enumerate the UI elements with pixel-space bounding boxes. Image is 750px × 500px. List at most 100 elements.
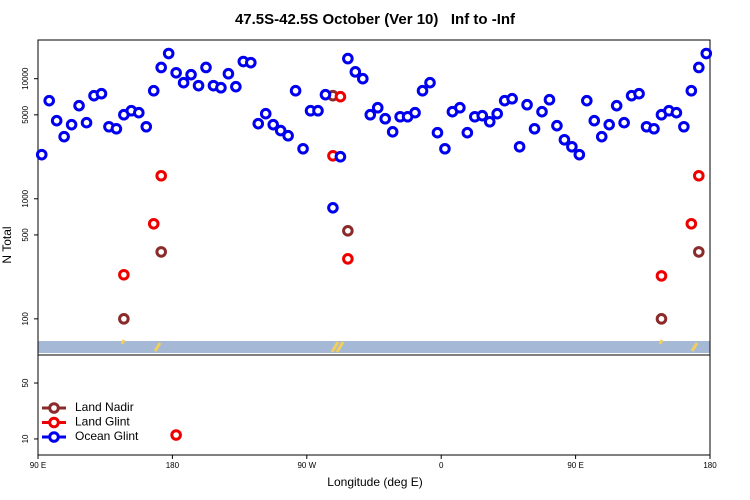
point	[536, 105, 548, 118]
legend-marker	[48, 431, 60, 443]
point	[177, 76, 190, 89]
point	[312, 104, 324, 117]
upper-panel-frame	[37, 39, 711, 356]
point	[439, 142, 451, 155]
point	[461, 126, 474, 139]
y-tick-label: 500	[21, 228, 30, 242]
point	[80, 116, 93, 129]
point	[140, 120, 153, 133]
point	[274, 124, 287, 137]
point	[618, 116, 630, 129]
point	[35, 148, 48, 161]
point	[110, 122, 123, 135]
point	[58, 130, 70, 143]
x-tick-label: 90 E	[30, 461, 46, 470]
legend-marker	[48, 402, 60, 414]
point	[595, 130, 608, 143]
point	[454, 101, 466, 114]
point	[319, 88, 332, 101]
point	[43, 94, 56, 107]
x-tick-label: 90 E	[567, 461, 583, 470]
point	[648, 122, 660, 135]
point	[655, 313, 668, 325]
point	[693, 169, 705, 182]
legend-label: Ocean Glint	[75, 429, 139, 443]
point	[364, 108, 377, 121]
point	[513, 140, 526, 153]
x-axis-label: Longitude (deg E)	[327, 475, 422, 489]
y-tick-label: 50	[21, 378, 30, 387]
point	[155, 61, 167, 74]
point	[685, 217, 698, 230]
point	[610, 99, 623, 112]
point	[133, 106, 145, 119]
point	[215, 81, 227, 94]
x-tick-label: 180	[703, 461, 717, 470]
point	[147, 217, 160, 230]
point	[50, 114, 63, 127]
point	[685, 84, 698, 97]
point	[230, 80, 242, 93]
lower-panel-frame	[37, 354, 711, 456]
y-tick-label: 10	[21, 434, 30, 443]
point	[566, 140, 578, 153]
chart-title: 47.5S-42.5S October (Ver 10) Inf to -Inf	[235, 11, 516, 28]
point	[155, 246, 167, 258]
legend-label: Land Glint	[75, 415, 130, 429]
point	[147, 84, 160, 97]
point	[73, 99, 85, 112]
point	[200, 61, 212, 74]
point	[670, 106, 683, 119]
point	[543, 93, 556, 106]
point	[431, 126, 444, 139]
point	[252, 117, 265, 130]
point	[416, 84, 429, 97]
point	[693, 246, 705, 258]
point	[155, 169, 167, 182]
point	[483, 115, 496, 128]
point	[334, 90, 347, 103]
point	[170, 429, 182, 441]
point	[693, 61, 705, 74]
legend-marker	[48, 416, 60, 429]
x-tick-label: 90 W	[297, 461, 316, 470]
point	[655, 270, 668, 282]
point	[700, 47, 713, 60]
point	[409, 106, 421, 119]
point	[289, 84, 302, 97]
point	[386, 126, 399, 138]
y-axis-label: N Total	[0, 226, 14, 263]
point	[558, 133, 571, 146]
land-markers	[120, 339, 699, 353]
point	[185, 68, 197, 81]
point	[476, 109, 489, 122]
point	[573, 148, 586, 161]
point	[342, 52, 354, 65]
legend-label: Land Nadir	[75, 400, 134, 414]
point	[357, 72, 369, 85]
point	[342, 225, 354, 237]
point	[371, 101, 384, 114]
point	[297, 142, 309, 155]
point	[192, 79, 205, 92]
point	[267, 118, 280, 131]
point	[506, 92, 518, 105]
point	[521, 98, 533, 111]
x-tick-label: 180	[166, 461, 180, 470]
y-tick-label: 1000	[21, 189, 30, 207]
point	[379, 112, 392, 125]
point	[633, 87, 645, 100]
point	[678, 120, 690, 133]
point	[282, 129, 294, 142]
point	[162, 47, 175, 60]
point	[95, 87, 108, 100]
point	[588, 114, 601, 127]
point	[259, 107, 272, 120]
x-tick-label: 0	[439, 461, 444, 470]
point	[327, 202, 339, 214]
point	[424, 76, 436, 89]
surface-band	[38, 341, 710, 353]
point	[581, 94, 593, 107]
point	[349, 66, 362, 78]
